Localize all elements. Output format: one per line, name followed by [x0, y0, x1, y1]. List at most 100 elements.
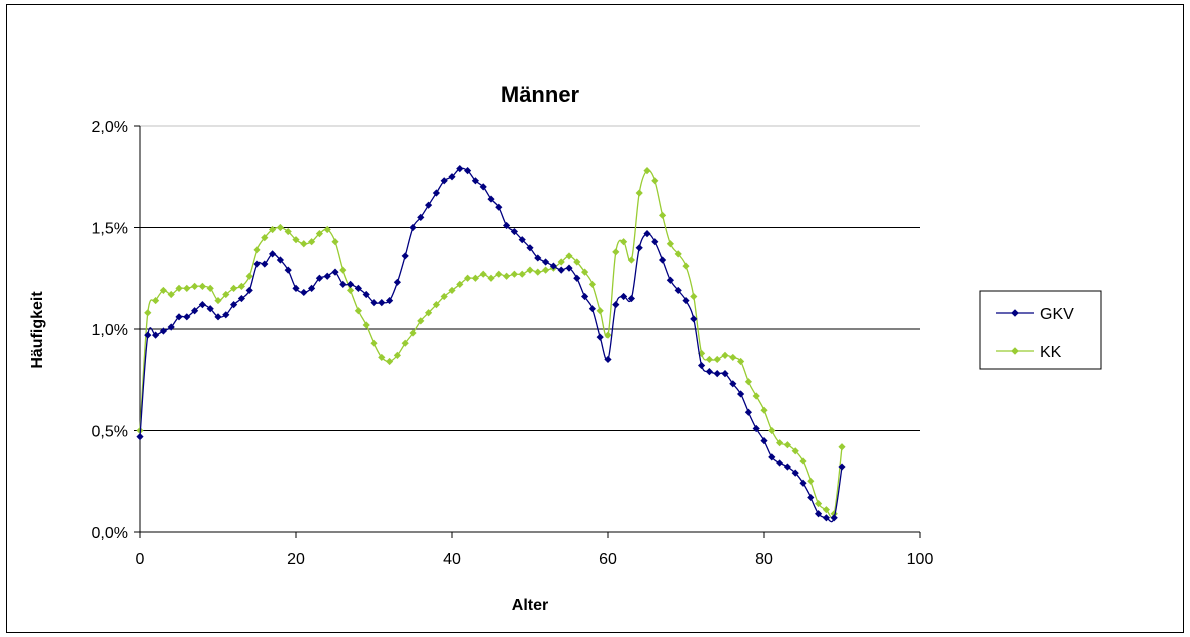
data-point-kk [464, 275, 471, 282]
x-tick-label: 40 [443, 551, 461, 568]
data-point-kk [636, 189, 643, 196]
data-point-kk [534, 269, 541, 276]
series-line-gkv [140, 168, 842, 521]
data-point-gkv [737, 390, 744, 397]
data-point-gkv [612, 301, 619, 308]
data-point-gkv [402, 252, 409, 259]
data-point-gkv [409, 224, 416, 231]
data-point-gkv [136, 433, 143, 440]
data-point-gkv [285, 267, 292, 274]
data-point-kk [511, 271, 518, 278]
data-point-gkv [542, 258, 549, 265]
y-tick-label: 0,0% [92, 525, 128, 542]
data-point-kk [589, 281, 596, 288]
data-point-kk [667, 240, 674, 247]
x-tick-label: 60 [599, 551, 617, 568]
axes [134, 126, 920, 538]
y-tick-label: 1,5% [92, 221, 128, 238]
data-point-kk [355, 307, 362, 314]
data-point-kk [823, 506, 830, 513]
data-point-kk [612, 248, 619, 255]
data-point-kk [300, 240, 307, 247]
data-point-kk [729, 354, 736, 361]
data-point-gkv [581, 293, 588, 300]
data-point-kk [659, 212, 666, 219]
series-kk [136, 167, 845, 518]
x-tick-label: 20 [287, 551, 305, 568]
data-point-kk [620, 238, 627, 245]
data-point-gkv [706, 368, 713, 375]
data-point-gkv [183, 313, 190, 320]
data-point-kk [768, 427, 775, 434]
data-point-gkv [776, 459, 783, 466]
data-point-kk [363, 321, 370, 328]
data-point-kk [519, 271, 526, 278]
series-line-kk [140, 170, 842, 518]
data-point-kk [152, 297, 159, 304]
data-point-kk [246, 273, 253, 280]
data-point-gkv [573, 275, 580, 282]
data-point-gkv [799, 480, 806, 487]
data-point-kk [339, 267, 346, 274]
data-point-gkv [651, 238, 658, 245]
data-point-gkv [659, 256, 666, 263]
data-point-kk [526, 267, 533, 274]
data-point-kk [487, 275, 494, 282]
data-point-kk [784, 441, 791, 448]
data-point-gkv [425, 202, 432, 209]
gridlines [140, 126, 920, 431]
data-point-gkv [253, 260, 260, 267]
data-point-kk [604, 331, 611, 338]
data-point-kk [370, 340, 377, 347]
data-point-gkv [831, 514, 838, 521]
y-tick-labels: 0,0%0,5%1,0%1,5%2,0% [92, 119, 128, 542]
data-point-gkv [433, 189, 440, 196]
data-point-kk [542, 267, 549, 274]
data-point-gkv [378, 299, 385, 306]
legend-label-kk: KK [1040, 344, 1062, 361]
data-point-kk [168, 291, 175, 298]
x-tick-label: 100 [907, 551, 934, 568]
data-point-kk [253, 246, 260, 253]
data-point-gkv [636, 244, 643, 251]
data-point-kk [144, 309, 151, 316]
data-point-kk [597, 307, 604, 314]
x-tick-label: 80 [755, 551, 773, 568]
data-point-kk [472, 275, 479, 282]
legend-label-gkv: GKV [1040, 306, 1074, 323]
data-point-gkv [199, 301, 206, 308]
data-point-gkv [246, 287, 253, 294]
data-point-gkv [714, 370, 721, 377]
data-point-kk [760, 407, 767, 414]
data-point-kk [183, 285, 190, 292]
chart-title: Männer [501, 82, 580, 107]
data-point-gkv [760, 437, 767, 444]
data-point-kk [838, 443, 845, 450]
data-point-gkv [300, 289, 307, 296]
x-axis-label: Alter [512, 597, 548, 614]
data-point-kk [199, 283, 206, 290]
data-point-gkv [386, 297, 393, 304]
data-point-kk [651, 177, 658, 184]
data-point-gkv [394, 279, 401, 286]
data-point-kk [480, 271, 487, 278]
data-point-kk [682, 262, 689, 269]
x-tick-labels: 0 20 40 60 80 100 [136, 551, 934, 568]
data-point-gkv [347, 281, 354, 288]
data-point-gkv [807, 494, 814, 501]
data-point-kk [807, 478, 814, 485]
data-point-kk [753, 392, 760, 399]
data-point-kk [721, 352, 728, 359]
data-point-gkv [682, 297, 689, 304]
data-point-gkv [597, 334, 604, 341]
y-tick-label: 0,5% [92, 424, 128, 441]
y-axis-label: Häufigkeit [29, 291, 46, 369]
data-point-kk [714, 356, 721, 363]
data-point-kk [706, 356, 713, 363]
y-tick-label: 1,0% [92, 322, 128, 339]
data-point-kk [799, 457, 806, 464]
data-point-kk [277, 224, 284, 231]
data-point-gkv [784, 463, 791, 470]
x-tick-label: 0 [136, 551, 145, 568]
data-point-kk [386, 358, 393, 365]
